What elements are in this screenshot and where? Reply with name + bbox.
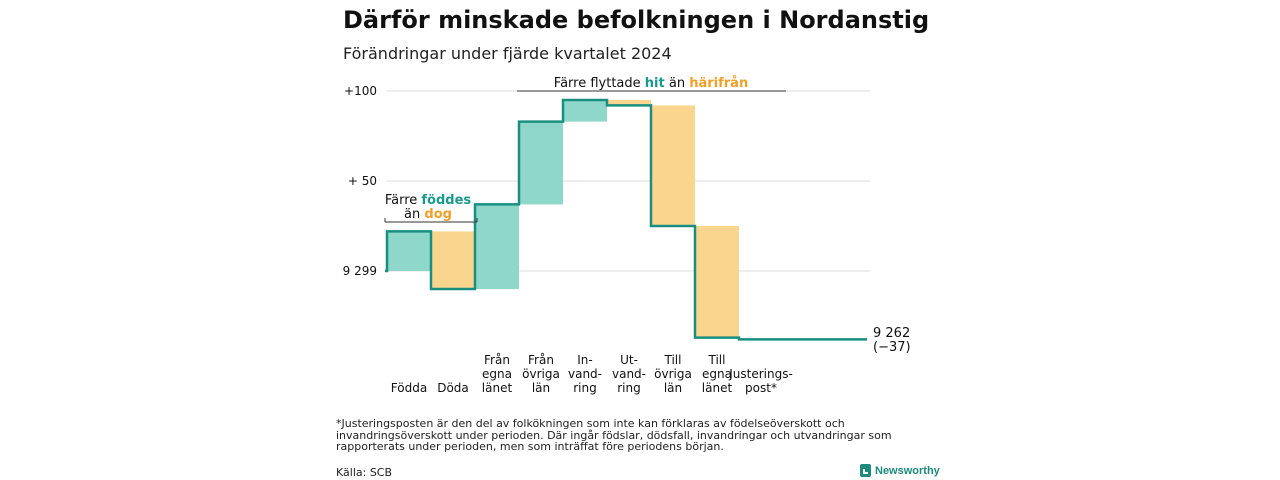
y-axis-ticks: +100 + 50 9 299	[343, 84, 377, 278]
category-label: vand-	[568, 367, 602, 381]
category-label: In-	[577, 353, 592, 367]
category-label: Justerings-	[728, 367, 793, 381]
bars	[387, 100, 739, 338]
category-label: Från	[528, 353, 554, 367]
category-label: övriga	[654, 367, 692, 381]
chart-title: Därför minskade befolkningen i Nordansti…	[343, 6, 930, 34]
y-tick-label: +100	[344, 84, 377, 98]
births-ann-word2: föddes	[421, 193, 471, 208]
moves-ann-word4: härifrån	[689, 76, 748, 91]
svg-text:Färre föddes: Färre föddes	[385, 193, 472, 208]
chart-subtitle: Förändringar under fjärde kvartalet 2024	[343, 44, 672, 63]
category-label: egna	[482, 367, 512, 381]
step-line	[385, 98, 867, 341]
category-labels: Födda DödaFrånegnalänetFrånövrigalänIn-va…	[391, 353, 793, 395]
bar-1	[387, 231, 431, 271]
category-label: ring	[617, 381, 641, 395]
moves-annotation: Färre flyttade hit än härifrån	[517, 76, 786, 92]
bar-3	[475, 204, 519, 289]
category-label: Döda	[437, 381, 469, 395]
bar-4	[519, 121, 563, 205]
bar-8	[695, 226, 739, 338]
births-ann-word3: än	[404, 207, 420, 222]
svg-text:än dog: än dog	[404, 207, 452, 222]
category-label: länet	[482, 381, 513, 395]
footnote: *Justeringsposten är den del av folkökni…	[336, 417, 892, 453]
category-label: övriga	[522, 367, 560, 381]
category-label: län	[664, 381, 682, 395]
category-label: ring	[573, 381, 597, 395]
category-label: post*	[745, 381, 777, 395]
y-tick-label: + 50	[348, 174, 377, 188]
y-tick-label: 9 299	[343, 264, 377, 278]
end-change: (−37)	[873, 340, 911, 355]
bar-6	[607, 100, 651, 106]
births-ann-word1: Färre	[385, 193, 417, 208]
brand-name: Newsworthy	[875, 464, 940, 477]
moves-ann-word2: hit	[645, 76, 665, 91]
bar-2	[431, 231, 475, 289]
bar-7	[651, 105, 695, 226]
bar-5	[563, 100, 607, 122]
category-label: län	[532, 381, 550, 395]
svg-text:Färre flyttade hit: Färre flyttade hit än härifrån	[554, 76, 748, 91]
births-annotation: Färre föddes än dog	[384, 193, 478, 223]
brand-logo: Newsworthy	[860, 464, 940, 477]
births-ann-word4: dog	[424, 207, 452, 222]
category-label: Födda	[391, 381, 427, 395]
end-value: 9 262	[873, 326, 910, 341]
category-label: vand-	[612, 367, 646, 381]
source: Källa: SCB	[336, 466, 393, 479]
moves-ann-word1: Färre flyttade	[554, 76, 641, 91]
category-label: egna	[702, 367, 732, 381]
category-label: Ut-	[620, 353, 638, 367]
moves-ann-word3: än	[669, 76, 685, 91]
end-value-label: 9 262 (−37)	[873, 326, 911, 355]
category-label: Till	[708, 353, 726, 367]
category-label: Från	[484, 353, 510, 367]
category-label: Till	[664, 353, 682, 367]
category-label: länet	[702, 381, 733, 395]
newsworthy-icon	[860, 464, 871, 477]
